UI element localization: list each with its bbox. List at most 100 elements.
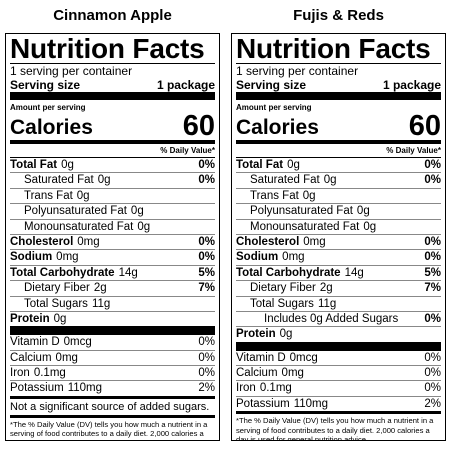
nutrient-amount: 2g (319, 282, 333, 295)
daily-value: 0% (198, 367, 215, 380)
nutrient-amount: 11g (91, 297, 111, 310)
nutrient-name: Total Fat (236, 159, 284, 171)
nutrient-amount: 14g (344, 266, 364, 279)
nutrient-row: Vitamin D 0mcg 0% (10, 334, 215, 349)
daily-value: 0% (424, 351, 441, 364)
serving-size: Serving size 1 package (236, 78, 441, 92)
divider (10, 395, 215, 399)
divider (236, 411, 441, 415)
serving-size: Serving size 1 package (10, 78, 215, 92)
nutrient-amount: 11g (317, 297, 337, 310)
nutrient-name: Total Carbohydrate (236, 266, 341, 279)
serving-size-label: Serving size (10, 78, 81, 92)
serving-size-value: 1 package (156, 78, 215, 92)
nutrient-name: Sodium (10, 251, 53, 264)
nutrient-name: Total Sugars (250, 297, 314, 310)
nutrient-row: Cholesterol 0mg 0% (236, 233, 441, 249)
nutrient-row: Trans Fat 0g (10, 187, 215, 203)
nutrient-name: Saturated Fat (24, 174, 94, 187)
nutrient-row: Trans Fat 0g (236, 187, 441, 203)
nutrient-name: Calcium (236, 367, 278, 380)
nutrient-name: Protein (10, 312, 50, 325)
nutrient-amount: 0.1mg (259, 382, 292, 395)
nutrient-name: Cholesterol (236, 235, 300, 248)
nutrient-amount: 0mg (56, 251, 79, 264)
daily-value: 0% (424, 382, 441, 395)
nutrient-amount: 0mg (281, 367, 304, 380)
nutrient-row: Protein 0g (236, 326, 441, 341)
nutrient-row: Includes 0g Added Sugars 0% (236, 310, 441, 326)
divider (236, 341, 441, 350)
divider (236, 92, 441, 100)
calories-value: 60 (182, 110, 215, 142)
daily-value: 0% (198, 351, 215, 364)
nutrient-name: Vitamin D (10, 336, 60, 349)
nutrient-amount: 0mg (303, 235, 326, 248)
daily-value: 0% (424, 235, 441, 248)
nutrient-name: Protein (236, 328, 276, 341)
divider (236, 63, 441, 64)
nutrient-name: Polyunsaturated Fat (250, 205, 353, 218)
nutrient-row: Protein 0g (10, 310, 215, 326)
nutrient-amount: 0mcg (289, 351, 318, 364)
nutrient-row: Sodium 0mg 0% (10, 249, 215, 264)
nutrient-row: Potassium 110mg 2% (10, 380, 215, 395)
daily-value: 0% (424, 367, 441, 380)
nutrient-row: Iron 0.1mg 0% (236, 380, 441, 395)
nutrient-amount: 0g (61, 159, 74, 171)
nutrient-name: Monounsaturated Fat (24, 220, 134, 233)
nutrient-row: Total Sugars 11g (10, 295, 215, 311)
divider (10, 140, 215, 144)
daily-value: 2% (424, 397, 441, 410)
footnote: *The % Daily Value (DV) tells you how mu… (10, 419, 208, 440)
nutrient-amount: 14g (118, 266, 138, 279)
nutrient-amount: 0g (97, 174, 111, 187)
nutrient-row: Sodium 0mg 0% (236, 249, 441, 264)
nutrient-name: Potassium (236, 397, 290, 410)
nutrient-row: Calcium 0mg 0% (10, 349, 215, 365)
divider (236, 140, 441, 144)
nutrient-amount: 0mg (282, 251, 305, 264)
nutrient-amount: 0mg (77, 235, 100, 248)
nutrient-row: Total Carbohydrate 14g 5% (236, 264, 441, 280)
nutrient-amount: 0g (302, 189, 316, 202)
nutrient-row: Saturated Fat 0g 0% (10, 172, 215, 187)
daily-value: 0% (198, 159, 215, 171)
daily-value: 0% (198, 251, 215, 264)
daily-value: 5% (424, 266, 441, 279)
nutrient-name: Trans Fat (250, 189, 299, 202)
nutrient-name: Monounsaturated Fat (250, 220, 360, 233)
nutrient-row: Polyunsaturated Fat 0g (10, 203, 215, 218)
daily-value: 2% (198, 382, 215, 395)
nutrient-row: Calcium 0mg 0% (236, 365, 441, 380)
nutrient-name: Total Carbohydrate (10, 266, 115, 279)
nutrient-name: Polyunsaturated Fat (24, 205, 127, 218)
nutrient-name: Total Fat (10, 159, 58, 171)
nutrient-amount: 0.1mg (33, 367, 66, 380)
nutrient-amount: 0g (137, 220, 151, 233)
nutrient-row: Total Fat 0g 0% (236, 157, 441, 172)
label-title: Nutrition Facts (236, 33, 431, 64)
calories-value: 60 (408, 110, 441, 142)
nutrient-amount: 2g (93, 282, 107, 295)
nutrient-name: Includes 0g Added Sugars (264, 312, 399, 325)
divider (10, 92, 215, 100)
daily-value-header: % Daily Value* (160, 146, 215, 155)
daily-value: 0% (424, 312, 441, 325)
nutrient-row: Dietary Fiber 2g 7% (10, 280, 215, 295)
daily-value: 0% (424, 159, 441, 171)
nutrient-name: Saturated Fat (250, 174, 320, 187)
nutrient-amount: 0g (130, 205, 144, 218)
nutrient-row: Cholesterol 0mg 0% (10, 233, 215, 249)
nutrient-row: Monounsaturated Fat 0g (236, 218, 441, 234)
nutrient-row: Total Sugars 11g (236, 295, 441, 311)
nutrient-amount: 0g (356, 205, 370, 218)
daily-value: 0% (198, 174, 215, 187)
nutrient-amount: 110mg (293, 397, 328, 410)
nutrient-amount: 0g (363, 220, 377, 233)
servings: 1 serving per container (236, 64, 359, 78)
nutrient-row: Polyunsaturated Fat 0g (236, 203, 441, 218)
daily-value: 0% (198, 336, 215, 349)
nutrient-amount: 0g (279, 328, 293, 341)
nutrient-name: Dietary Fiber (24, 282, 90, 295)
